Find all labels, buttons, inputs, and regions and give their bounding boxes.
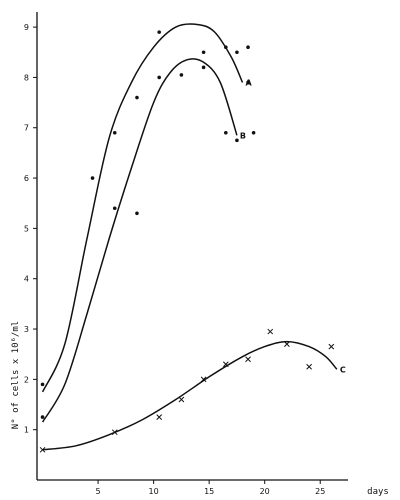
data-point-b (157, 75, 161, 80)
data-point-b (179, 73, 184, 77)
data-point-c (39, 446, 46, 453)
curve-b (41, 58, 238, 423)
data-point-c (284, 341, 290, 347)
y-tick-label: 1 (24, 426, 29, 435)
data-point-c (200, 376, 207, 383)
y-tick-label: 8 (24, 73, 29, 82)
y-tick-label: 5 (24, 224, 29, 233)
y-tick-label: 9 (24, 23, 29, 32)
data-point-a (235, 50, 239, 55)
data-point-a (40, 382, 45, 387)
y-tick-label: 4 (24, 275, 29, 284)
x-tick-label: 5 (96, 487, 101, 496)
data-point-c (111, 429, 118, 436)
x-tick-label: 25 (315, 487, 325, 496)
series-a: A (40, 23, 252, 393)
x-tick-label: 15 (204, 487, 214, 496)
data-point-c (306, 363, 312, 370)
data-point-b (251, 130, 256, 135)
data-point-b (112, 206, 117, 211)
curve-c (42, 340, 338, 451)
y-tick-label: 2 (24, 375, 29, 384)
series-label-c: C (340, 365, 346, 374)
data-point-b (40, 415, 45, 419)
data-point-a (112, 130, 117, 135)
data-point-a (135, 95, 139, 100)
data-point-a (90, 176, 95, 180)
y-tick-label: 7 (24, 124, 29, 133)
data-point-c (178, 396, 185, 403)
y-tick-label: 3 (24, 325, 29, 334)
data-point-c (267, 328, 274, 335)
axes (33, 12, 348, 484)
x-axis-title: days (367, 487, 389, 497)
data-point-a (157, 30, 161, 34)
data-point-a (246, 45, 250, 50)
data-point-b (246, 80, 250, 85)
data-point-b (201, 65, 206, 70)
series-c: C (39, 328, 346, 453)
labels: 5 10 15 20 25 1 2 3 4 5 6 7 8 9 days N° of cells x 10⁶/… (11, 23, 389, 497)
series-b: B (40, 58, 256, 423)
curve-a (41, 23, 244, 393)
x-tick-label: 10 (149, 487, 159, 496)
series-label-b: B (240, 131, 246, 140)
data-point-b (224, 130, 228, 135)
data-point-b (235, 138, 239, 143)
series-layer: AB C (39, 23, 346, 453)
data-point-c (245, 356, 251, 363)
data-point-c (222, 361, 229, 368)
data-point-a (201, 50, 206, 55)
data-point-b (135, 211, 139, 216)
data-point-c (156, 414, 163, 420)
x-tick-label: 20 (260, 487, 270, 496)
y-axis-title: N° of cells x 10⁶/ml (11, 321, 21, 429)
data-point-a (224, 45, 228, 50)
y-tick-label: 6 (24, 174, 29, 183)
data-point-c (328, 343, 335, 350)
